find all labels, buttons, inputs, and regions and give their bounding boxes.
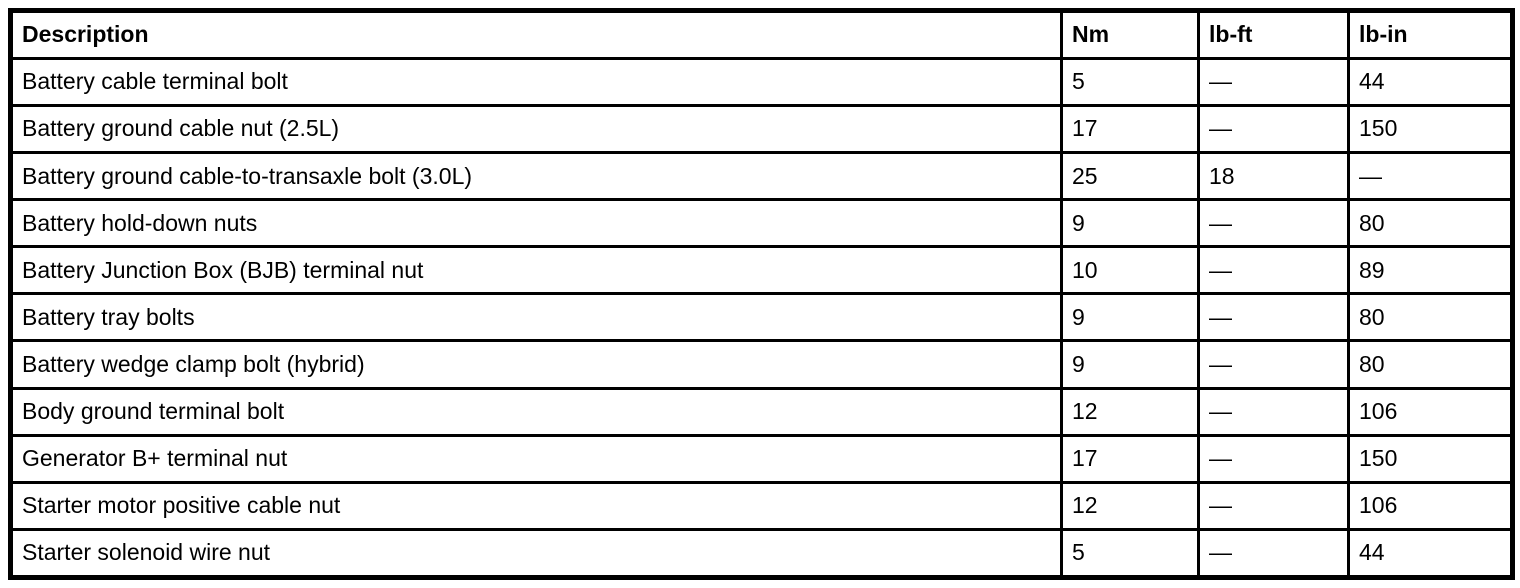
lb-ft-value-cell: 18	[1197, 151, 1350, 202]
lb-ft-value-cell: —	[1197, 292, 1350, 343]
table-row: Battery wedge clamp bolt (hybrid) 9 — 80	[9, 339, 1514, 390]
column-header-description: Description	[9, 9, 1063, 60]
lb-ft-value-cell: —	[1197, 527, 1350, 580]
lb-in-value-cell: 106	[1347, 386, 1514, 437]
nm-value-cell: 17	[1060, 433, 1200, 484]
column-header-nm: Nm	[1060, 9, 1200, 60]
table-header: Description Nm lb-ft lb-in	[9, 9, 1514, 60]
lb-ft-value-cell: —	[1197, 386, 1350, 437]
description-cell: Generator B+ terminal nut	[9, 433, 1063, 484]
lb-in-value-cell: 44	[1347, 56, 1514, 108]
table-row: Battery ground cable-to-transaxle bolt (…	[9, 151, 1514, 202]
lb-ft-value-cell: —	[1197, 433, 1350, 484]
nm-value-cell: 5	[1060, 56, 1200, 108]
nm-value-cell: 9	[1060, 198, 1200, 249]
nm-value-cell: 5	[1060, 527, 1200, 580]
table-row: Battery cable terminal bolt 5 — 44	[9, 56, 1514, 108]
lb-in-value-cell: 80	[1347, 198, 1514, 249]
torque-spec-table: Description Nm lb-ft lb-in Battery cable…	[8, 8, 1515, 580]
description-cell: Battery cable terminal bolt	[9, 56, 1063, 108]
description-cell: Starter motor positive cable nut	[9, 480, 1063, 531]
table-row: Starter motor positive cable nut 12 — 10…	[9, 480, 1514, 531]
nm-value-cell: 12	[1060, 480, 1200, 531]
table-row: Starter solenoid wire nut 5 — 44	[9, 527, 1514, 580]
lb-ft-value-cell: —	[1197, 339, 1350, 390]
table-row: Body ground terminal bolt 12 — 106	[9, 386, 1514, 437]
lb-in-value-cell: —	[1347, 151, 1514, 202]
column-header-lb-ft: lb-ft	[1197, 9, 1350, 60]
lb-in-value-cell: 89	[1347, 245, 1514, 296]
nm-value-cell: 12	[1060, 386, 1200, 437]
table-row: Battery tray bolts 9 — 80	[9, 292, 1514, 343]
lb-in-value-cell: 106	[1347, 480, 1514, 531]
lb-in-value-cell: 150	[1347, 104, 1514, 155]
description-cell: Body ground terminal bolt	[9, 386, 1063, 437]
table-row: Battery ground cable nut (2.5L) 17 — 150	[9, 104, 1514, 155]
lb-in-value-cell: 80	[1347, 292, 1514, 343]
nm-value-cell: 25	[1060, 151, 1200, 202]
description-cell: Battery ground cable nut (2.5L)	[9, 104, 1063, 155]
table-row: Battery hold-down nuts 9 — 80	[9, 198, 1514, 249]
nm-value-cell: 9	[1060, 339, 1200, 390]
lb-ft-value-cell: —	[1197, 198, 1350, 249]
lb-in-value-cell: 150	[1347, 433, 1514, 484]
lb-ft-value-cell: —	[1197, 245, 1350, 296]
nm-value-cell: 10	[1060, 245, 1200, 296]
description-cell: Starter solenoid wire nut	[9, 527, 1063, 580]
table-body: Battery cable terminal bolt 5 — 44 Batte…	[9, 56, 1514, 580]
description-cell: Battery hold-down nuts	[9, 198, 1063, 249]
lb-ft-value-cell: —	[1197, 104, 1350, 155]
lb-ft-value-cell: —	[1197, 56, 1350, 108]
lb-in-value-cell: 44	[1347, 527, 1514, 580]
nm-value-cell: 9	[1060, 292, 1200, 343]
column-header-lb-in: lb-in	[1347, 9, 1514, 60]
description-cell: Battery tray bolts	[9, 292, 1063, 343]
nm-value-cell: 17	[1060, 104, 1200, 155]
lb-ft-value-cell: —	[1197, 480, 1350, 531]
description-cell: Battery Junction Box (BJB) terminal nut	[9, 245, 1063, 296]
table-row: Battery Junction Box (BJB) terminal nut …	[9, 245, 1514, 296]
table-row: Generator B+ terminal nut 17 — 150	[9, 433, 1514, 484]
description-cell: Battery ground cable-to-transaxle bolt (…	[9, 151, 1063, 202]
description-cell: Battery wedge clamp bolt (hybrid)	[9, 339, 1063, 390]
lb-in-value-cell: 80	[1347, 339, 1514, 390]
table-header-row: Description Nm lb-ft lb-in	[9, 9, 1514, 60]
